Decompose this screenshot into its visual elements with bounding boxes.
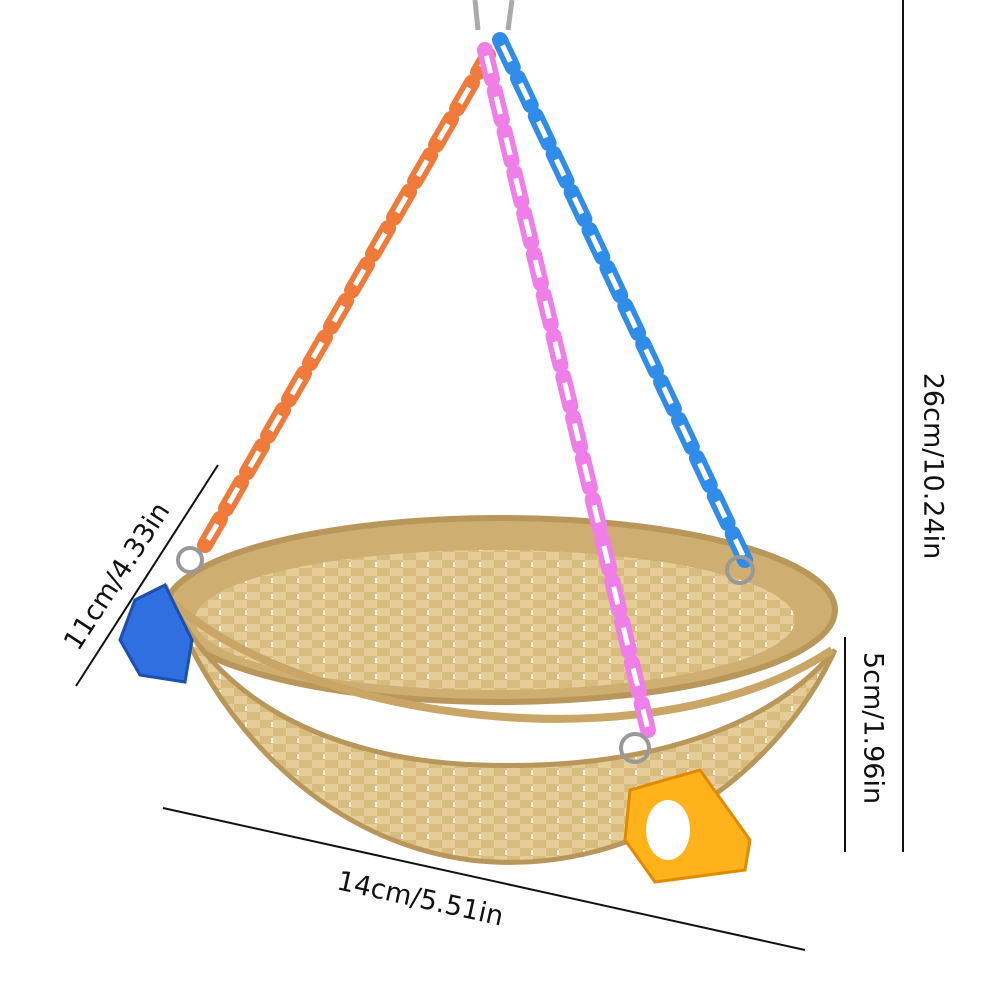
length-line [162,807,806,951]
yellow-charm-hole [646,800,690,860]
ring [176,546,204,574]
pink-chain-highlight [482,49,651,731]
blue-charm [118,582,194,684]
basket-inside [195,550,795,690]
blue-chain-highlight [497,38,748,562]
height-label: 26cm/10.24in [918,373,949,560]
basket-band [167,597,835,723]
ring [619,732,651,764]
hook [472,0,515,31]
ring [725,555,755,585]
width-line [75,464,219,687]
length-label: 14cm/5.51in [334,866,506,933]
depth-label: 5cm/1.96in [858,652,889,804]
orange-chain-highlight [202,53,491,547]
